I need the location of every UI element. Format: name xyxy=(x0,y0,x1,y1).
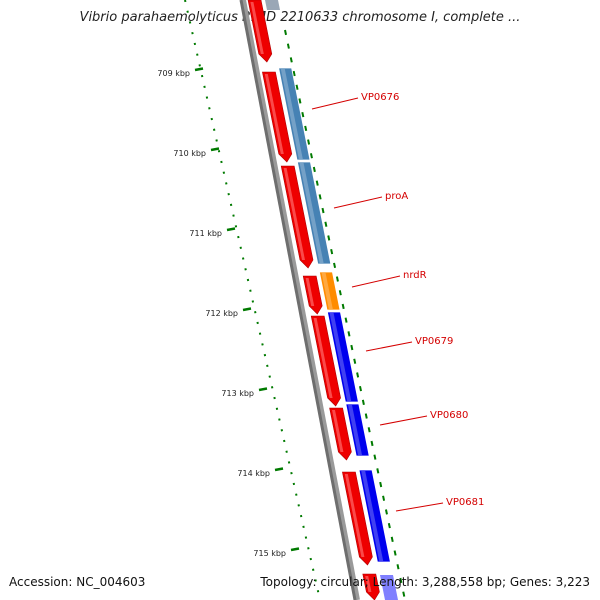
cds-arrow-highlight xyxy=(283,168,305,260)
scale-tick-label: 710 kbp xyxy=(173,149,206,158)
gene-label-proa[interactable]: proA xyxy=(385,191,408,202)
gene-block-vp0676[interactable] xyxy=(278,67,311,161)
cds-arrow-highlight xyxy=(305,278,315,306)
gene-labels: VP0676 proA nrdR VP0679 VP0680 VP0681 xyxy=(311,92,484,512)
scale-tick-mark xyxy=(210,147,220,152)
genome-stats: Topology: circular; Length: 3,288,558 bp… xyxy=(260,575,590,589)
gene-block-highlight xyxy=(321,273,333,309)
scale-tick-mark xyxy=(258,387,268,392)
cds-arrow-highlight xyxy=(264,74,284,154)
cds-track xyxy=(247,0,380,600)
gene-label-nrdr[interactable]: nrdR xyxy=(403,270,427,281)
cds-arrow-highlight xyxy=(250,2,264,54)
gene-leader-line xyxy=(333,196,383,209)
scale-ticks: 709 kbp 710 kbp 711 kbp 712 kbp 713 kbp 714 k… xyxy=(157,67,300,558)
gene-block-vp0680[interactable] xyxy=(345,403,370,457)
gene-block-highlight xyxy=(280,69,303,159)
gene-block-partial xyxy=(265,0,280,10)
gene-track xyxy=(265,0,398,600)
gene-label-vp0680[interactable]: VP0680 xyxy=(430,410,468,421)
gene-block-vp0681[interactable] xyxy=(358,469,391,563)
scale-tick-mark xyxy=(242,307,252,312)
cds-arrow-highlight xyxy=(332,410,344,452)
gene-label-vp0679[interactable]: VP0679 xyxy=(415,336,453,347)
scale-tick-label: 715 kbp xyxy=(253,549,286,558)
accession-number: Accession: NC_004603 xyxy=(9,575,146,589)
gene-leader-line xyxy=(351,275,401,288)
gene-label-vp0676[interactable]: VP0676 xyxy=(361,92,399,103)
gene-block-proa[interactable] xyxy=(296,161,332,265)
gene-leader-line xyxy=(365,341,413,352)
scale-tick-mark xyxy=(274,467,284,472)
cds-arrow xyxy=(302,275,323,315)
scale-tick-label: 713 kbp xyxy=(221,389,254,398)
scale-tick-label: 714 kbp xyxy=(237,469,270,478)
gene-block-highlight xyxy=(361,471,384,561)
scale-tick-label: 711 kbp xyxy=(189,229,222,238)
scale-tick-mark xyxy=(226,227,236,232)
scale-tick-mark xyxy=(290,547,300,552)
map-title: Vibrio parahaemolyticus RIMD 2210633 chr… xyxy=(79,10,521,25)
scale-tick-label: 709 kbp xyxy=(157,69,190,78)
gene-block-nrdr[interactable] xyxy=(318,271,341,311)
backbone xyxy=(239,0,357,600)
gene-block-highlight xyxy=(348,405,362,455)
gene-leader-line xyxy=(379,415,428,426)
scale-tick-mark xyxy=(194,67,204,72)
cds-arrow-highlight xyxy=(365,576,372,592)
backbone-shadow xyxy=(240,0,360,600)
cds-arrow-highlight xyxy=(313,318,333,398)
gene-block-highlight xyxy=(299,163,324,263)
cds-arrow-highlight xyxy=(344,474,365,557)
gene-block-vp0679[interactable] xyxy=(326,311,359,403)
gene-block-partial xyxy=(380,575,398,600)
gene-leader-line xyxy=(311,97,359,110)
gene-block-highlight xyxy=(329,313,352,401)
gene-leader-line xyxy=(395,502,444,512)
gene-label-vp0681[interactable]: VP0681 xyxy=(446,497,484,508)
scale-tick-label: 712 kbp xyxy=(205,309,238,318)
